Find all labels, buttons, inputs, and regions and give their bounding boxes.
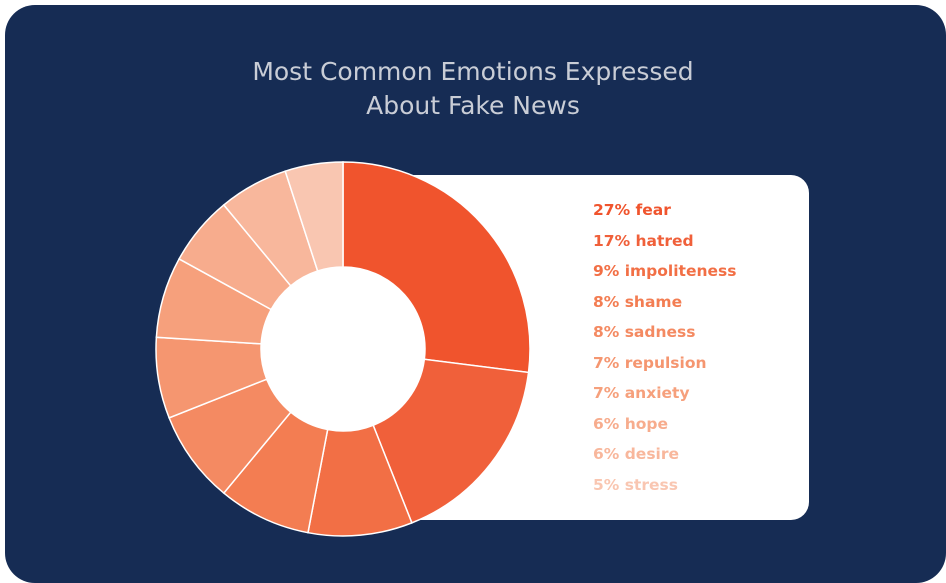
legend-item: 9% impoliteness [593, 262, 737, 280]
legend-item: 17% hatred [593, 231, 694, 250]
chart-title-line-1: Most Common Emotions Expressed [252, 57, 694, 86]
legend-item: 7% repulsion [593, 353, 707, 372]
legend-item: 8% shame [593, 292, 683, 311]
chart-title: Most Common Emotions Expressed About Fak… [5, 55, 941, 123]
chart-title-line-2: About Fake News [366, 91, 580, 120]
legend-item: 7% anxiety [593, 384, 690, 402]
legend-item: 8% sadness [593, 323, 696, 341]
legend: 27% fear 17% hatred 9% impoliteness 8% sham… [593, 195, 736, 500]
legend-item: 6% desire [593, 445, 680, 463]
legend-item: 6% hope [593, 414, 669, 433]
donut-hole [261, 267, 425, 431]
legend-item: 5% stress [593, 475, 678, 494]
legend-item: 27% fear [593, 201, 671, 219]
